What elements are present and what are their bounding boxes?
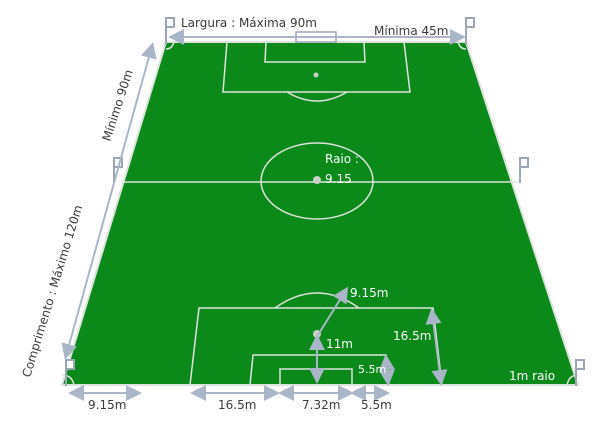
bottom-penalty-arc — [274, 292, 360, 309]
label-corner-arc: 1m raio — [509, 369, 555, 383]
top-penalty-spot — [313, 72, 319, 78]
label-penalty-spot: 11m — [326, 337, 353, 351]
arrow-length — [61, 42, 157, 360]
centre-circle — [260, 142, 374, 220]
top-goal-area — [264, 41, 366, 63]
label-bottom-penalty: 16.5m — [218, 398, 256, 412]
flag-top-right — [465, 17, 475, 45]
label-penalty-depth: 16.5m — [393, 329, 431, 343]
label-radius-value: 9.15 — [325, 172, 352, 186]
arrow-goal-area-depth — [379, 354, 395, 386]
flag-bottom-right — [575, 359, 585, 386]
flag-top-left — [165, 17, 175, 45]
label-penalty-arc: 9.15m — [350, 286, 388, 300]
top-penalty-arc — [286, 91, 348, 102]
corner-arc-bottom-left — [61, 374, 75, 386]
arrow-penalty-depth — [425, 308, 448, 386]
label-width-max: Largura : Máxima 90m — [181, 16, 317, 30]
label-bottom-goal-area: 5.5m — [361, 398, 392, 412]
arrow-radius — [317, 286, 349, 336]
dimension-arrows — [61, 29, 466, 401]
label-length-min: Mínimo 90m — [100, 68, 136, 143]
label-goal-area-depth: 5.5m — [358, 363, 386, 376]
flag-bottom-left — [65, 359, 75, 386]
flag-mid-right — [519, 157, 529, 183]
centre-spot — [313, 176, 321, 184]
label-radius-title: Raio : — [325, 152, 359, 166]
top-penalty-area — [222, 41, 411, 93]
label-bottom-corner: 9.15m — [88, 398, 126, 412]
label-width-min: Mínima 45m — [374, 24, 448, 38]
label-bottom-goal: 7.32m — [302, 398, 340, 412]
